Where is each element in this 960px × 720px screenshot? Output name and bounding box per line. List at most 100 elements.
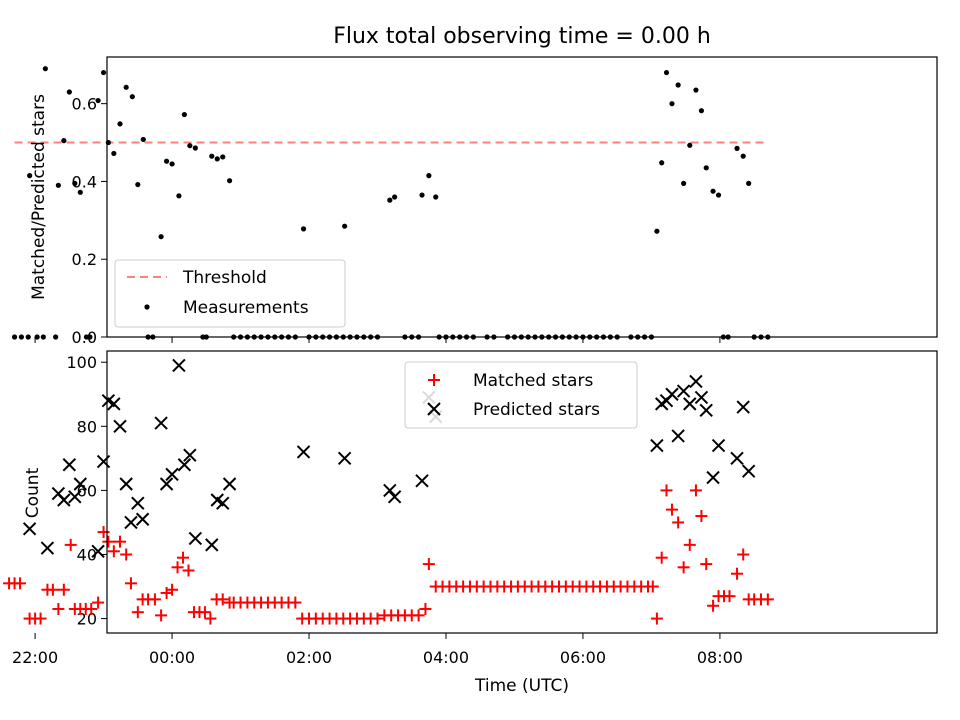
predicted-star-d2 xyxy=(210,493,224,507)
measurement-point xyxy=(342,223,348,229)
predicted-star-d2 xyxy=(91,544,105,558)
predicted-star-point xyxy=(131,496,145,510)
matched-star-point xyxy=(665,503,678,516)
matched-star-point xyxy=(737,548,750,561)
predicted-star-d2 xyxy=(650,438,664,453)
measurement-point xyxy=(117,121,123,127)
measurement-point xyxy=(226,178,233,184)
predicted-star-point xyxy=(165,467,179,482)
matched-star-point xyxy=(102,535,115,548)
measurement-point xyxy=(746,180,752,186)
predicted-star-d2 xyxy=(415,474,429,488)
top-plot-area xyxy=(11,66,771,340)
predicted-star-d2 xyxy=(205,538,219,552)
bottom-legend: Matched stars Predicted stars xyxy=(404,361,638,429)
measurement-point xyxy=(34,334,40,340)
matched-star-point xyxy=(204,612,217,625)
predicted-star-d2 xyxy=(101,393,116,408)
legend-measurements-swatch xyxy=(144,304,150,310)
measurement-point xyxy=(72,180,78,186)
predicted-star-point xyxy=(383,483,397,498)
predicted-star-point xyxy=(62,458,77,472)
matched-star-point xyxy=(216,593,229,606)
matched-star-point xyxy=(177,551,190,564)
measurement-point xyxy=(18,334,24,340)
predicted-star-point xyxy=(730,451,744,466)
predicted-star-point xyxy=(387,490,402,504)
predicted-star-point xyxy=(706,470,720,485)
measurement-point xyxy=(11,334,18,340)
matched-star-point xyxy=(46,583,59,596)
measurement-point xyxy=(659,160,665,166)
measurement-point xyxy=(53,334,59,340)
measurement-point xyxy=(42,66,48,72)
top-legend: Threshold Measurements xyxy=(114,259,346,328)
matched-star-point xyxy=(289,596,302,609)
matched-star-point xyxy=(660,484,673,497)
top-axes-frame xyxy=(106,56,938,338)
matched-star-point xyxy=(14,577,27,590)
matched-star-point xyxy=(155,609,168,622)
measurement-point xyxy=(111,150,117,157)
measurement-point xyxy=(693,87,699,93)
matched-star-point xyxy=(761,593,774,606)
matched-star-point xyxy=(198,606,211,619)
predicted-star-point xyxy=(172,358,186,373)
measurement-point xyxy=(123,84,129,90)
x-tick-label: 06:00 xyxy=(560,648,606,667)
predicted-star-point xyxy=(183,448,197,462)
predicted-star-point xyxy=(665,387,679,401)
matched-star-point xyxy=(650,612,663,625)
predicted-star-d2 xyxy=(135,512,150,526)
matched-star-point xyxy=(148,593,161,606)
legend-measurements-label: Measurements xyxy=(183,298,309,318)
predicted-star-d2 xyxy=(665,387,679,401)
predicted-star-point xyxy=(57,493,71,507)
measurement-point xyxy=(129,94,135,100)
matched-star-point xyxy=(700,558,713,571)
matched-star-point xyxy=(707,599,720,612)
predicted-star-d2 xyxy=(689,374,703,389)
measurement-point xyxy=(55,182,61,188)
predicted-star-d2 xyxy=(676,384,691,398)
predicted-star-d2 xyxy=(159,477,174,491)
predicted-star-d2 xyxy=(699,403,713,417)
matched-star-point xyxy=(114,535,127,548)
predicted-star-d2 xyxy=(730,451,744,466)
x-tick-label: 00:00 xyxy=(149,648,195,667)
x-axis-label: Time (UTC) xyxy=(474,676,569,696)
measurement-point xyxy=(158,234,164,240)
predicted-star-d2 xyxy=(131,496,145,510)
predicted-star-point xyxy=(119,477,133,491)
measurement-point xyxy=(181,111,187,118)
x-tick-label: 22:00 xyxy=(12,648,58,667)
matched-star-point xyxy=(371,612,384,625)
predicted-star-point xyxy=(159,477,174,491)
predicted-star-point xyxy=(154,416,168,430)
predicted-star-d2 xyxy=(154,416,168,430)
predicted-star-point xyxy=(415,474,429,488)
measurement-point xyxy=(40,334,46,340)
predicted-star-d2 xyxy=(57,493,71,507)
measurement-point xyxy=(66,89,72,95)
measurement-point xyxy=(675,82,681,88)
measurement-point xyxy=(433,194,439,200)
predicted-star-point xyxy=(222,477,237,491)
matched-star-point xyxy=(672,516,685,529)
matched-star-point xyxy=(422,558,435,571)
measurement-point xyxy=(135,181,141,188)
measurement-point xyxy=(663,69,670,76)
predicted-star-d2 xyxy=(73,477,87,491)
bottom-plot-area xyxy=(3,358,774,625)
predicted-star-d2 xyxy=(183,448,197,462)
matched-star-point xyxy=(85,602,98,615)
predicted-star-d2 xyxy=(296,445,311,459)
top-legend-box xyxy=(114,259,346,328)
predicted-star-point xyxy=(124,515,138,530)
predicted-star-point xyxy=(22,522,37,536)
matched-star-point xyxy=(731,567,744,580)
matched-star-point xyxy=(723,590,736,603)
measurement-point xyxy=(25,334,31,340)
matched-star-point xyxy=(677,561,690,574)
